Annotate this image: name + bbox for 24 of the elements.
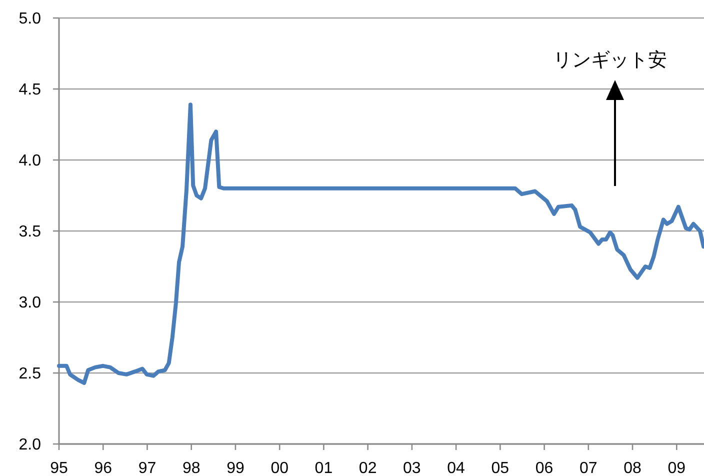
x-tick-label: 01 bbox=[314, 460, 333, 476]
annotation: リンギット安 bbox=[553, 49, 667, 71]
x-tick-label: 09 bbox=[668, 460, 686, 476]
y-tick-label: 5.0 bbox=[18, 10, 42, 28]
x-tick-label: 03 bbox=[403, 460, 421, 476]
y-tick-label: 4.0 bbox=[18, 152, 42, 170]
x-tick-label: 00 bbox=[270, 460, 289, 476]
x-tick-label: 02 bbox=[358, 460, 377, 476]
x-tick-label: 07 bbox=[580, 460, 598, 476]
x-tick-label: 08 bbox=[624, 460, 642, 476]
x-tick-label: 99 bbox=[226, 460, 244, 476]
y-tick-label: 3.5 bbox=[18, 224, 42, 240]
line-series bbox=[57, 102, 704, 385]
y-tick-label: 2.5 bbox=[18, 366, 42, 382]
x-tick-label: 98 bbox=[182, 460, 200, 476]
x-tick-label: 97 bbox=[138, 460, 156, 476]
y-tick-label: 4.5 bbox=[18, 82, 42, 98]
x-tick-label: 06 bbox=[535, 460, 554, 476]
x-tick-label: 04 bbox=[447, 460, 466, 476]
x-tick-label: 05 bbox=[491, 460, 510, 476]
x-tick-label: 95 bbox=[50, 460, 68, 476]
y-tick-label: 3.0 bbox=[18, 294, 42, 312]
y-tick-label: 2.0 bbox=[18, 436, 42, 454]
x-tick-label: 96 bbox=[94, 460, 112, 476]
